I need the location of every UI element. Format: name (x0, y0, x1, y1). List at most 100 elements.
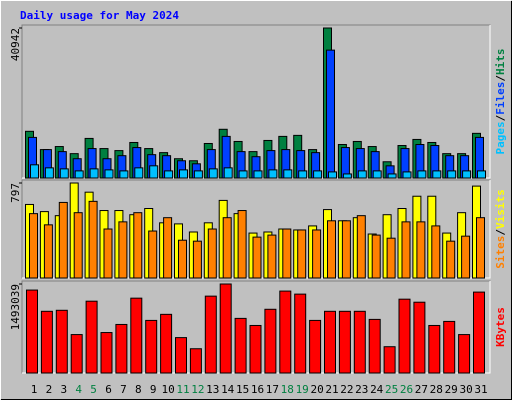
bar (115, 323, 128, 374)
bar (219, 283, 232, 374)
x-tick-label: 21 (325, 383, 338, 396)
legend: Sites/Visits (494, 189, 507, 269)
x-tick-label: 17 (266, 383, 279, 396)
bar (148, 230, 158, 279)
bar (103, 228, 113, 279)
bar (283, 169, 293, 179)
bar (85, 300, 98, 374)
bar (192, 240, 202, 279)
y-tick-label: 40942 (9, 28, 22, 61)
bar (104, 169, 114, 179)
x-tick-label: 12 (191, 383, 204, 396)
x-tick-label: 5 (90, 383, 97, 396)
bar (428, 324, 441, 374)
bar (149, 165, 159, 179)
bar (342, 173, 352, 179)
bar (462, 170, 472, 179)
bar (193, 170, 203, 179)
bar (401, 221, 411, 279)
bar (443, 320, 456, 374)
legend-entry: Hits (494, 49, 507, 76)
bar (447, 170, 457, 179)
bar (119, 170, 129, 179)
x-tick-label: 27 (415, 383, 428, 396)
legend-separator: / (494, 229, 507, 236)
bar (341, 220, 351, 279)
x-tick-label: 19 (296, 383, 309, 396)
bar (402, 171, 412, 179)
x-tick-label: 13 (206, 383, 219, 396)
bar (100, 332, 113, 374)
legend-entry: Visits (494, 189, 507, 229)
bar (312, 229, 322, 279)
bar (234, 317, 247, 374)
x-tick-label: 10 (161, 383, 174, 396)
legend-entry: KBytes (494, 307, 507, 347)
x-tick-label: 23 (355, 383, 368, 396)
bar (371, 234, 381, 279)
bar (223, 167, 233, 179)
bar (340, 147, 350, 179)
bar (431, 225, 441, 279)
bar (458, 334, 471, 374)
x-tick-label: 3 (60, 383, 67, 396)
bar (328, 171, 337, 179)
bar (313, 170, 323, 179)
bar (267, 234, 277, 279)
bar (204, 295, 217, 374)
bar (368, 318, 381, 374)
bar (417, 170, 427, 179)
bar (207, 228, 217, 279)
bar (309, 319, 322, 374)
legend: KBytes (494, 307, 507, 347)
legend: Pages/Files/Hits (494, 49, 507, 155)
bar (134, 167, 144, 179)
x-tick-label: 11 (176, 383, 189, 396)
bar (338, 310, 351, 374)
bar (324, 310, 336, 374)
x-tick-label: 26 (400, 383, 413, 396)
bar (40, 310, 53, 374)
bar (252, 236, 262, 279)
x-tick-label: 7 (120, 383, 127, 396)
bar (476, 217, 485, 279)
bar (387, 173, 397, 179)
bar (164, 170, 174, 179)
bar (238, 170, 248, 179)
bar (59, 168, 69, 179)
legend-entry: Pages (494, 121, 507, 154)
bar (44, 167, 54, 179)
x-tick-label: 31 (474, 383, 487, 396)
bar (416, 221, 426, 279)
bar (222, 217, 232, 279)
bar (446, 240, 456, 279)
bar (89, 168, 99, 179)
bar (432, 170, 442, 179)
legend-separator: / (494, 75, 507, 82)
x-tick-label: 14 (221, 383, 235, 396)
bar (398, 298, 411, 374)
bar (237, 210, 247, 279)
bar (29, 213, 38, 279)
bar (178, 239, 187, 279)
bar (372, 170, 382, 179)
bar (189, 348, 202, 374)
bar (357, 170, 367, 179)
legend-entry: Sites (494, 236, 507, 269)
bar (264, 308, 277, 374)
bar (253, 170, 263, 179)
bar (473, 291, 485, 374)
bar (175, 337, 187, 374)
legend-separator: / (494, 114, 507, 121)
bar (356, 215, 366, 279)
x-tick-label: 29 (445, 383, 458, 396)
bar (118, 221, 128, 279)
bar (298, 170, 308, 179)
bar (130, 297, 143, 374)
bar (477, 170, 486, 179)
bar (26, 289, 38, 374)
chart-title: Daily usage for May 2024 (20, 9, 179, 22)
bar (386, 237, 396, 279)
